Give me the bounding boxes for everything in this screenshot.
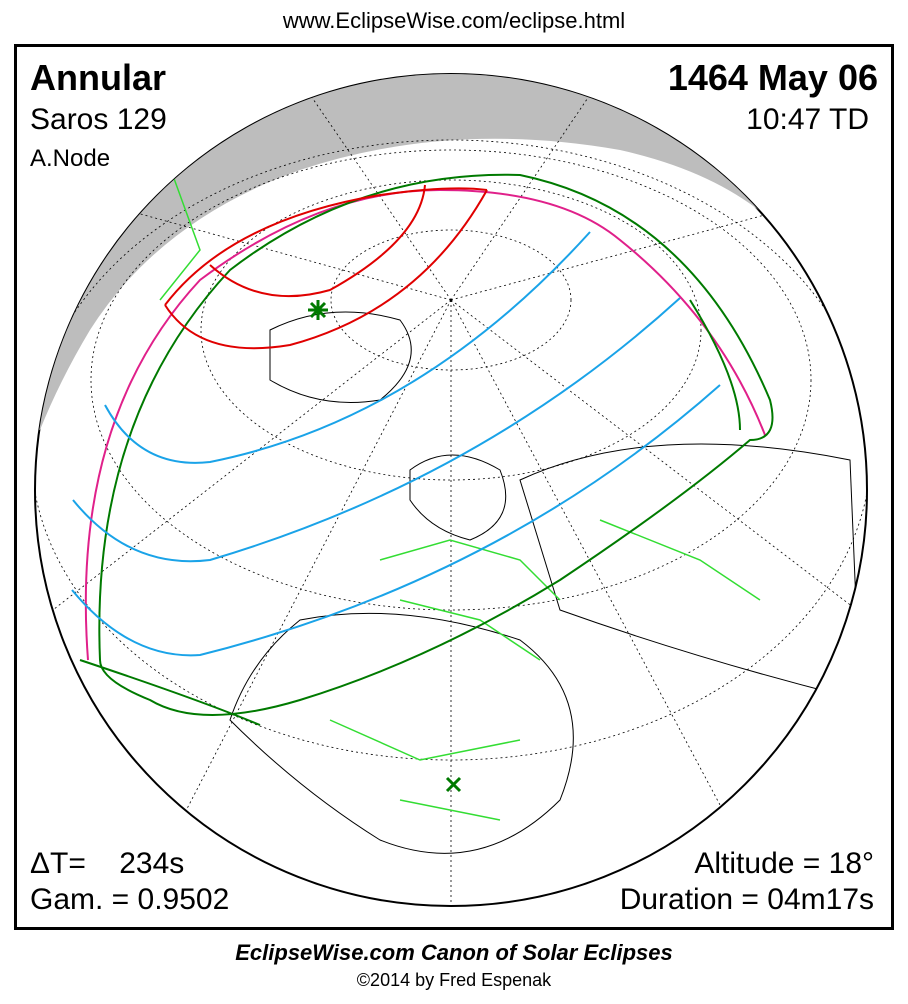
greatest-eclipse-star [308, 300, 328, 320]
node: A.Node [30, 145, 111, 172]
eclipse-date: 1464 May 06 [667, 57, 878, 98]
central-path-edge [164, 187, 488, 306]
footer-copyright: ©2014 by Fred Espenak [356, 970, 552, 990]
footer-title: EclipseWise.com Canon of Solar Eclipses [235, 940, 673, 965]
saros-number: Saros 129 [30, 103, 167, 136]
globe-map [34, 73, 868, 907]
graticule [35, 79, 867, 906]
gamma: Gam. = 0.9502 [30, 883, 230, 916]
altitude: Altitude = 18° [694, 847, 874, 880]
central-path-south [164, 189, 488, 350]
delta-t: ΔT= 234s [30, 847, 185, 880]
eclipse-outline [79, 173, 774, 726]
night-region [35, 74, 867, 470]
sub-solar-x [445, 776, 462, 793]
coastlines [229, 311, 861, 854]
eclipse-map-frame: Annular Saros 129 A.Node 1464 May 06 10:… [14, 44, 894, 930]
page-url: www.EclipseWise.com/eclipse.html [282, 8, 626, 33]
country-borders [159, 139, 761, 821]
duration: Duration = 04m17s [619, 883, 874, 916]
eclipse-type: Annular [30, 57, 167, 98]
magnitude-lines [71, 231, 721, 657]
eclipse-time: 10:47 TD [746, 103, 869, 136]
central-path-north [209, 184, 426, 298]
